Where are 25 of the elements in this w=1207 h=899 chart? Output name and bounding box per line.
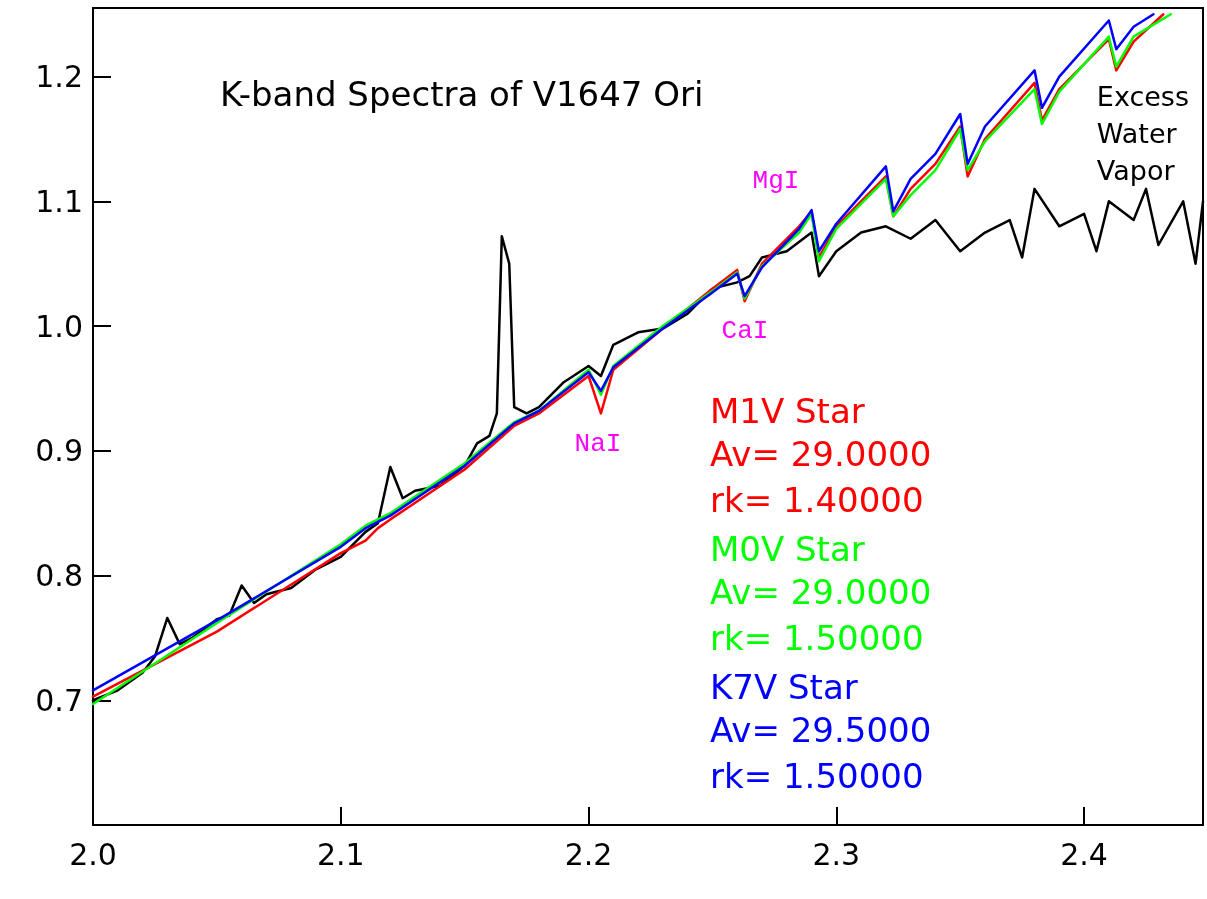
annotation: CaI [721, 316, 769, 346]
y-tick-label: 1.2 [35, 59, 83, 95]
x-tick-label: 2.4 [1060, 836, 1108, 872]
x-tick-label: 2.2 [564, 836, 613, 872]
text: M0V Star [710, 529, 865, 569]
annotation: Av= 29.0000 [710, 572, 932, 612]
text: K-band Spectra of V1647 Ori [220, 74, 704, 114]
text: K7V Star [710, 667, 858, 707]
annotation: Av= 29.5000 [710, 710, 932, 750]
x-tick-label: 2.0 [69, 836, 117, 872]
annotation: rk= 1.40000 [710, 480, 924, 520]
y-tick-label: 0.7 [35, 682, 83, 718]
text: M1V Star [710, 391, 865, 431]
annotation: NaI [574, 429, 622, 459]
y-tick-label: 0.9 [35, 433, 83, 469]
x-tick-label: 2.3 [812, 836, 861, 872]
y-tick-label: 1.1 [35, 183, 83, 219]
annotation: Excess Water Vapor [1096, 81, 1189, 186]
annotation: MgI [752, 166, 800, 196]
y-tick-label: 1.0 [35, 308, 83, 344]
y-tick-label: 0.8 [35, 558, 83, 594]
annotation: rk= 1.50000 [710, 756, 924, 796]
annotation: rk= 1.50000 [710, 618, 924, 658]
annotation: Av= 29.0000 [710, 434, 932, 474]
x-tick-label: 2.1 [316, 836, 365, 872]
